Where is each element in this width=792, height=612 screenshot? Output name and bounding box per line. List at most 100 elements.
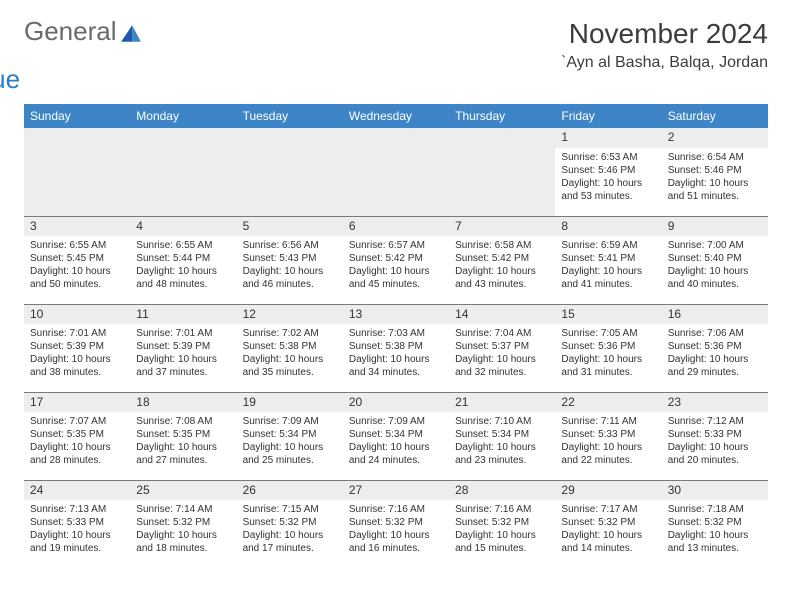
sunrise-text: Sunrise: 7:05 AM [561, 327, 655, 340]
sunrise-text: Sunrise: 7:00 AM [668, 239, 762, 252]
daylight-text: Daylight: 10 hours and 31 minutes. [561, 353, 655, 379]
day-number: 18 [130, 393, 236, 413]
daylight-text: Daylight: 10 hours and 28 minutes. [30, 441, 124, 467]
sunrise-text: Sunrise: 6:57 AM [349, 239, 443, 252]
calendar-day-cell: 14Sunrise: 7:04 AMSunset: 5:37 PMDayligh… [449, 304, 555, 392]
sunset-text: Sunset: 5:39 PM [136, 340, 230, 353]
sunrise-text: Sunrise: 7:04 AM [455, 327, 549, 340]
sunrise-text: Sunrise: 6:58 AM [455, 239, 549, 252]
calendar-day-cell: 3Sunrise: 6:55 AMSunset: 5:45 PMDaylight… [24, 216, 130, 304]
sunrise-text: Sunrise: 7:12 AM [668, 415, 762, 428]
calendar-week-row: 3Sunrise: 6:55 AMSunset: 5:45 PMDaylight… [24, 216, 768, 304]
page-header: General Blue November 2024 `Ayn al Basha… [24, 18, 768, 92]
sunrise-text: Sunrise: 6:53 AM [561, 151, 655, 164]
calendar-week-row: 17Sunrise: 7:07 AMSunset: 5:35 PMDayligh… [24, 392, 768, 480]
day-number: 3 [24, 217, 130, 237]
daylight-text: Daylight: 10 hours and 41 minutes. [561, 265, 655, 291]
day-number: 6 [343, 217, 449, 237]
calendar-day-cell: 27 Sunrise: 7:16 AMSunset: 5:32 PMDayligh… [343, 480, 449, 568]
sunrise-text: Sunrise: 7:06 AM [668, 327, 762, 340]
day-number: 2 [662, 128, 768, 148]
sunrise-text: Sunrise: 6:55 AM [136, 239, 230, 252]
day-number: 23 [662, 393, 768, 413]
sunrise-text: Sunrise: 7:13 AM [30, 503, 124, 516]
day-number: 26 [237, 481, 343, 501]
day-number: 9 [662, 217, 768, 237]
day-number: 4 [130, 217, 236, 237]
sunset-text: Sunset: 5:35 PM [30, 428, 124, 441]
daylight-text: Daylight: 10 hours and 43 minutes. [455, 265, 549, 291]
sunset-text: Sunset: 5:38 PM [349, 340, 443, 353]
day-number: 11 [130, 305, 236, 325]
sunset-text: Sunset: 5:40 PM [668, 252, 762, 265]
daylight-text: Daylight: 10 hours and 23 minutes. [455, 441, 549, 467]
col-friday: Friday [555, 104, 661, 128]
calendar-day-cell: 22Sunrise: 7:11 AMSunset: 5:33 PMDayligh… [555, 392, 661, 480]
sunset-text: Sunset: 5:38 PM [243, 340, 337, 353]
calendar-day-cell: 8Sunrise: 6:59 AMSunset: 5:41 PMDaylight… [555, 216, 661, 304]
daylight-text: Daylight: 10 hours and 35 minutes. [243, 353, 337, 379]
title-block: November 2024 `Ayn al Basha, Balqa, Jord… [561, 18, 768, 72]
sunrise-text: Sunrise: 7:14 AM [136, 503, 230, 516]
sunrise-text: Sunrise: 7:02 AM [243, 327, 337, 340]
sunrise-text: Sunrise: 7:16 AM [455, 503, 549, 516]
sunset-text: Sunset: 5:32 PM [243, 516, 337, 529]
sunrise-text: Sunrise: 7:09 AM [349, 415, 443, 428]
calendar-day-cell [343, 128, 449, 216]
day-number: 30 [662, 481, 768, 501]
sunrise-text: Sunrise: 6:54 AM [668, 151, 762, 164]
calendar-day-cell: 5Sunrise: 6:56 AMSunset: 5:43 PMDaylight… [237, 216, 343, 304]
day-number: 27 [343, 481, 449, 501]
sunrise-text: Sunrise: 7:01 AM [136, 327, 230, 340]
sunrise-text: Sunrise: 7:10 AM [455, 415, 549, 428]
daylight-text: Daylight: 10 hours and 16 minutes. [349, 529, 443, 555]
day-number: 7 [449, 217, 555, 237]
calendar-day-cell: 28Sunrise: 7:16 AMSunset: 5:32 PMDayligh… [449, 480, 555, 568]
sunrise-text: Sunrise: 7:16 AM [349, 503, 443, 516]
sunset-text: Sunset: 5:32 PM [136, 516, 230, 529]
calendar-day-cell: 1Sunrise: 6:53 AMSunset: 5:46 PMDaylight… [555, 128, 661, 216]
calendar-header-row: Sunday Monday Tuesday Wednesday Thursday… [24, 104, 768, 128]
sunrise-text: Sunrise: 7:11 AM [561, 415, 655, 428]
day-number: 20 [343, 393, 449, 413]
calendar-day-cell: 18Sunrise: 7:08 AMSunset: 5:35 PMDayligh… [130, 392, 236, 480]
sunset-text: Sunset: 5:34 PM [455, 428, 549, 441]
sunset-text: Sunset: 5:39 PM [30, 340, 124, 353]
calendar-day-cell: 23Sunrise: 7:12 AMSunset: 5:33 PMDayligh… [662, 392, 768, 480]
daylight-text: Daylight: 10 hours and 50 minutes. [30, 265, 124, 291]
day-number: 22 [555, 393, 661, 413]
daylight-text: Daylight: 10 hours and 32 minutes. [455, 353, 549, 379]
day-number: 24 [24, 481, 130, 501]
calendar-table: Sunday Monday Tuesday Wednesday Thursday… [24, 104, 768, 568]
daylight-text: Daylight: 10 hours and 13 minutes. [668, 529, 762, 555]
sunset-text: Sunset: 5:32 PM [455, 516, 549, 529]
sunrise-text: Sunrise: 7:17 AM [561, 503, 655, 516]
sunrise-text: Sunrise: 7:15 AM [243, 503, 337, 516]
daylight-text: Daylight: 10 hours and 17 minutes. [243, 529, 337, 555]
day-number: 5 [237, 217, 343, 237]
day-number: 17 [24, 393, 130, 413]
calendar-day-cell: 17 Sunrise: 7:07 AMSunset: 5:35 PMDayligh… [24, 392, 130, 480]
sunrise-text: Sunrise: 7:08 AM [136, 415, 230, 428]
sunrise-text: Sunrise: 6:55 AM [30, 239, 124, 252]
calendar-day-cell: 4Sunrise: 6:55 AMSunset: 5:44 PMDaylight… [130, 216, 236, 304]
sunset-text: Sunset: 5:32 PM [349, 516, 443, 529]
calendar-day-cell: 13Sunrise: 7:03 AMSunset: 5:38 PMDayligh… [343, 304, 449, 392]
sunset-text: Sunset: 5:32 PM [668, 516, 762, 529]
logo-text-2: Blue [0, 66, 20, 92]
daylight-text: Daylight: 10 hours and 38 minutes. [30, 353, 124, 379]
daylight-text: Daylight: 10 hours and 24 minutes. [349, 441, 443, 467]
daylight-text: Daylight: 10 hours and 15 minutes. [455, 529, 549, 555]
sunrise-text: Sunrise: 7:07 AM [30, 415, 124, 428]
col-saturday: Saturday [662, 104, 768, 128]
col-thursday: Thursday [449, 104, 555, 128]
daylight-text: Daylight: 10 hours and 48 minutes. [136, 265, 230, 291]
sunset-text: Sunset: 5:37 PM [455, 340, 549, 353]
daylight-text: Daylight: 10 hours and 46 minutes. [243, 265, 337, 291]
daylight-text: Daylight: 10 hours and 34 minutes. [349, 353, 443, 379]
day-number: 19 [237, 393, 343, 413]
day-number: 12 [237, 305, 343, 325]
daylight-text: Daylight: 10 hours and 19 minutes. [30, 529, 124, 555]
calendar-week-row: 10Sunrise: 7:01 AMSunset: 5:39 PMDayligh… [24, 304, 768, 392]
day-number: 21 [449, 393, 555, 413]
